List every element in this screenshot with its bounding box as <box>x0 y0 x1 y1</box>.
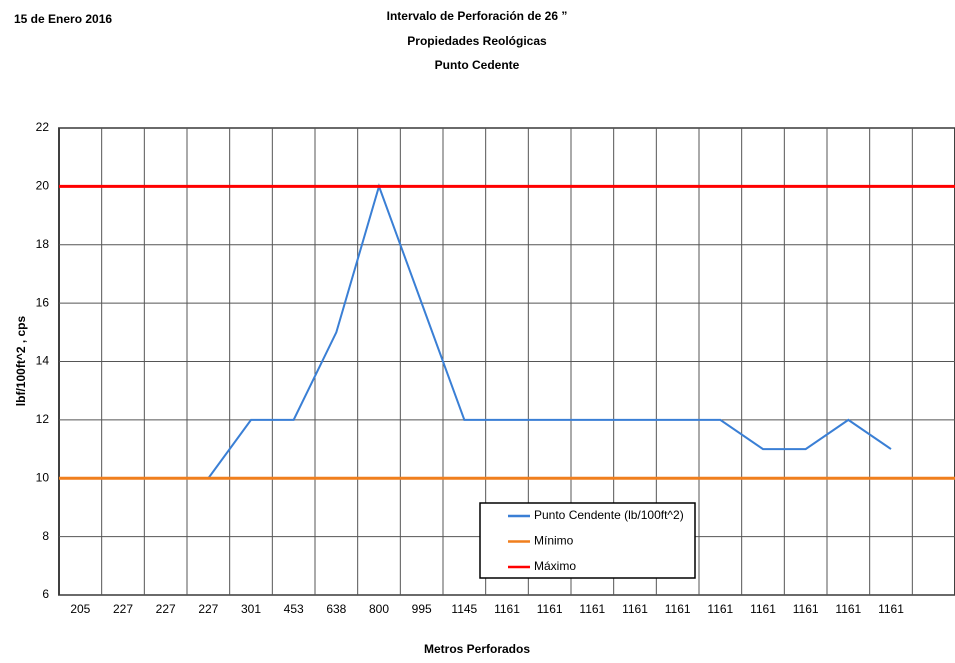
legend-label: Mínimo <box>534 534 574 548</box>
date: 15 de Enero 2016 <box>14 12 112 26</box>
legend-label: Máximo <box>534 559 576 573</box>
chart-title: Punto Cedente <box>435 58 520 72</box>
y-tick-label: 12 <box>36 412 50 426</box>
x-tick-label: 227 <box>113 602 133 616</box>
x-tick-label: 1161 <box>835 602 861 616</box>
y-tick-label: 22 <box>36 120 50 134</box>
y-tick-label: 16 <box>36 295 50 309</box>
chart-title: Intervalo de Perforación de 26 ” <box>387 9 568 23</box>
x-tick-label: 1161 <box>665 602 691 616</box>
x-tick-label: 800 <box>369 602 389 616</box>
series-line <box>80 183 892 480</box>
chart-title: Propiedades Reológicas <box>407 34 547 48</box>
x-tick-label: 1161 <box>707 602 733 616</box>
y-tick-label: 6 <box>42 587 49 601</box>
x-tick-label: 638 <box>326 602 346 616</box>
x-tick-label: 1161 <box>878 602 904 616</box>
x-tick-label: 205 <box>70 602 90 616</box>
x-tick-label: 1161 <box>622 602 648 616</box>
y-tick-label: 18 <box>36 237 50 251</box>
x-tick-label: 1161 <box>750 602 776 616</box>
x-tick-label: 1161 <box>579 602 605 616</box>
y-tick-label: 8 <box>42 529 49 543</box>
x-tick-label: 1161 <box>494 602 520 616</box>
x-tick-label: 995 <box>412 602 432 616</box>
x-tick-label: 301 <box>241 602 261 616</box>
y-tick-label: 20 <box>36 179 50 193</box>
x-tick-label: 1145 <box>451 602 477 616</box>
y-tick-label: 10 <box>36 470 50 484</box>
x-tick-label: 453 <box>284 602 304 616</box>
x-tick-label: 1161 <box>537 602 563 616</box>
y-axis-label: lbf/100ft^2 , cps <box>14 315 28 406</box>
x-tick-label: 227 <box>198 602 218 616</box>
x-axis-label: Metros Perforados <box>424 642 530 656</box>
legend-label: Punto Cendente (lb/100ft^2) <box>534 508 684 522</box>
x-tick-label: 227 <box>156 602 176 616</box>
x-tick-label: 1161 <box>793 602 819 616</box>
y-tick-label: 14 <box>36 354 50 368</box>
